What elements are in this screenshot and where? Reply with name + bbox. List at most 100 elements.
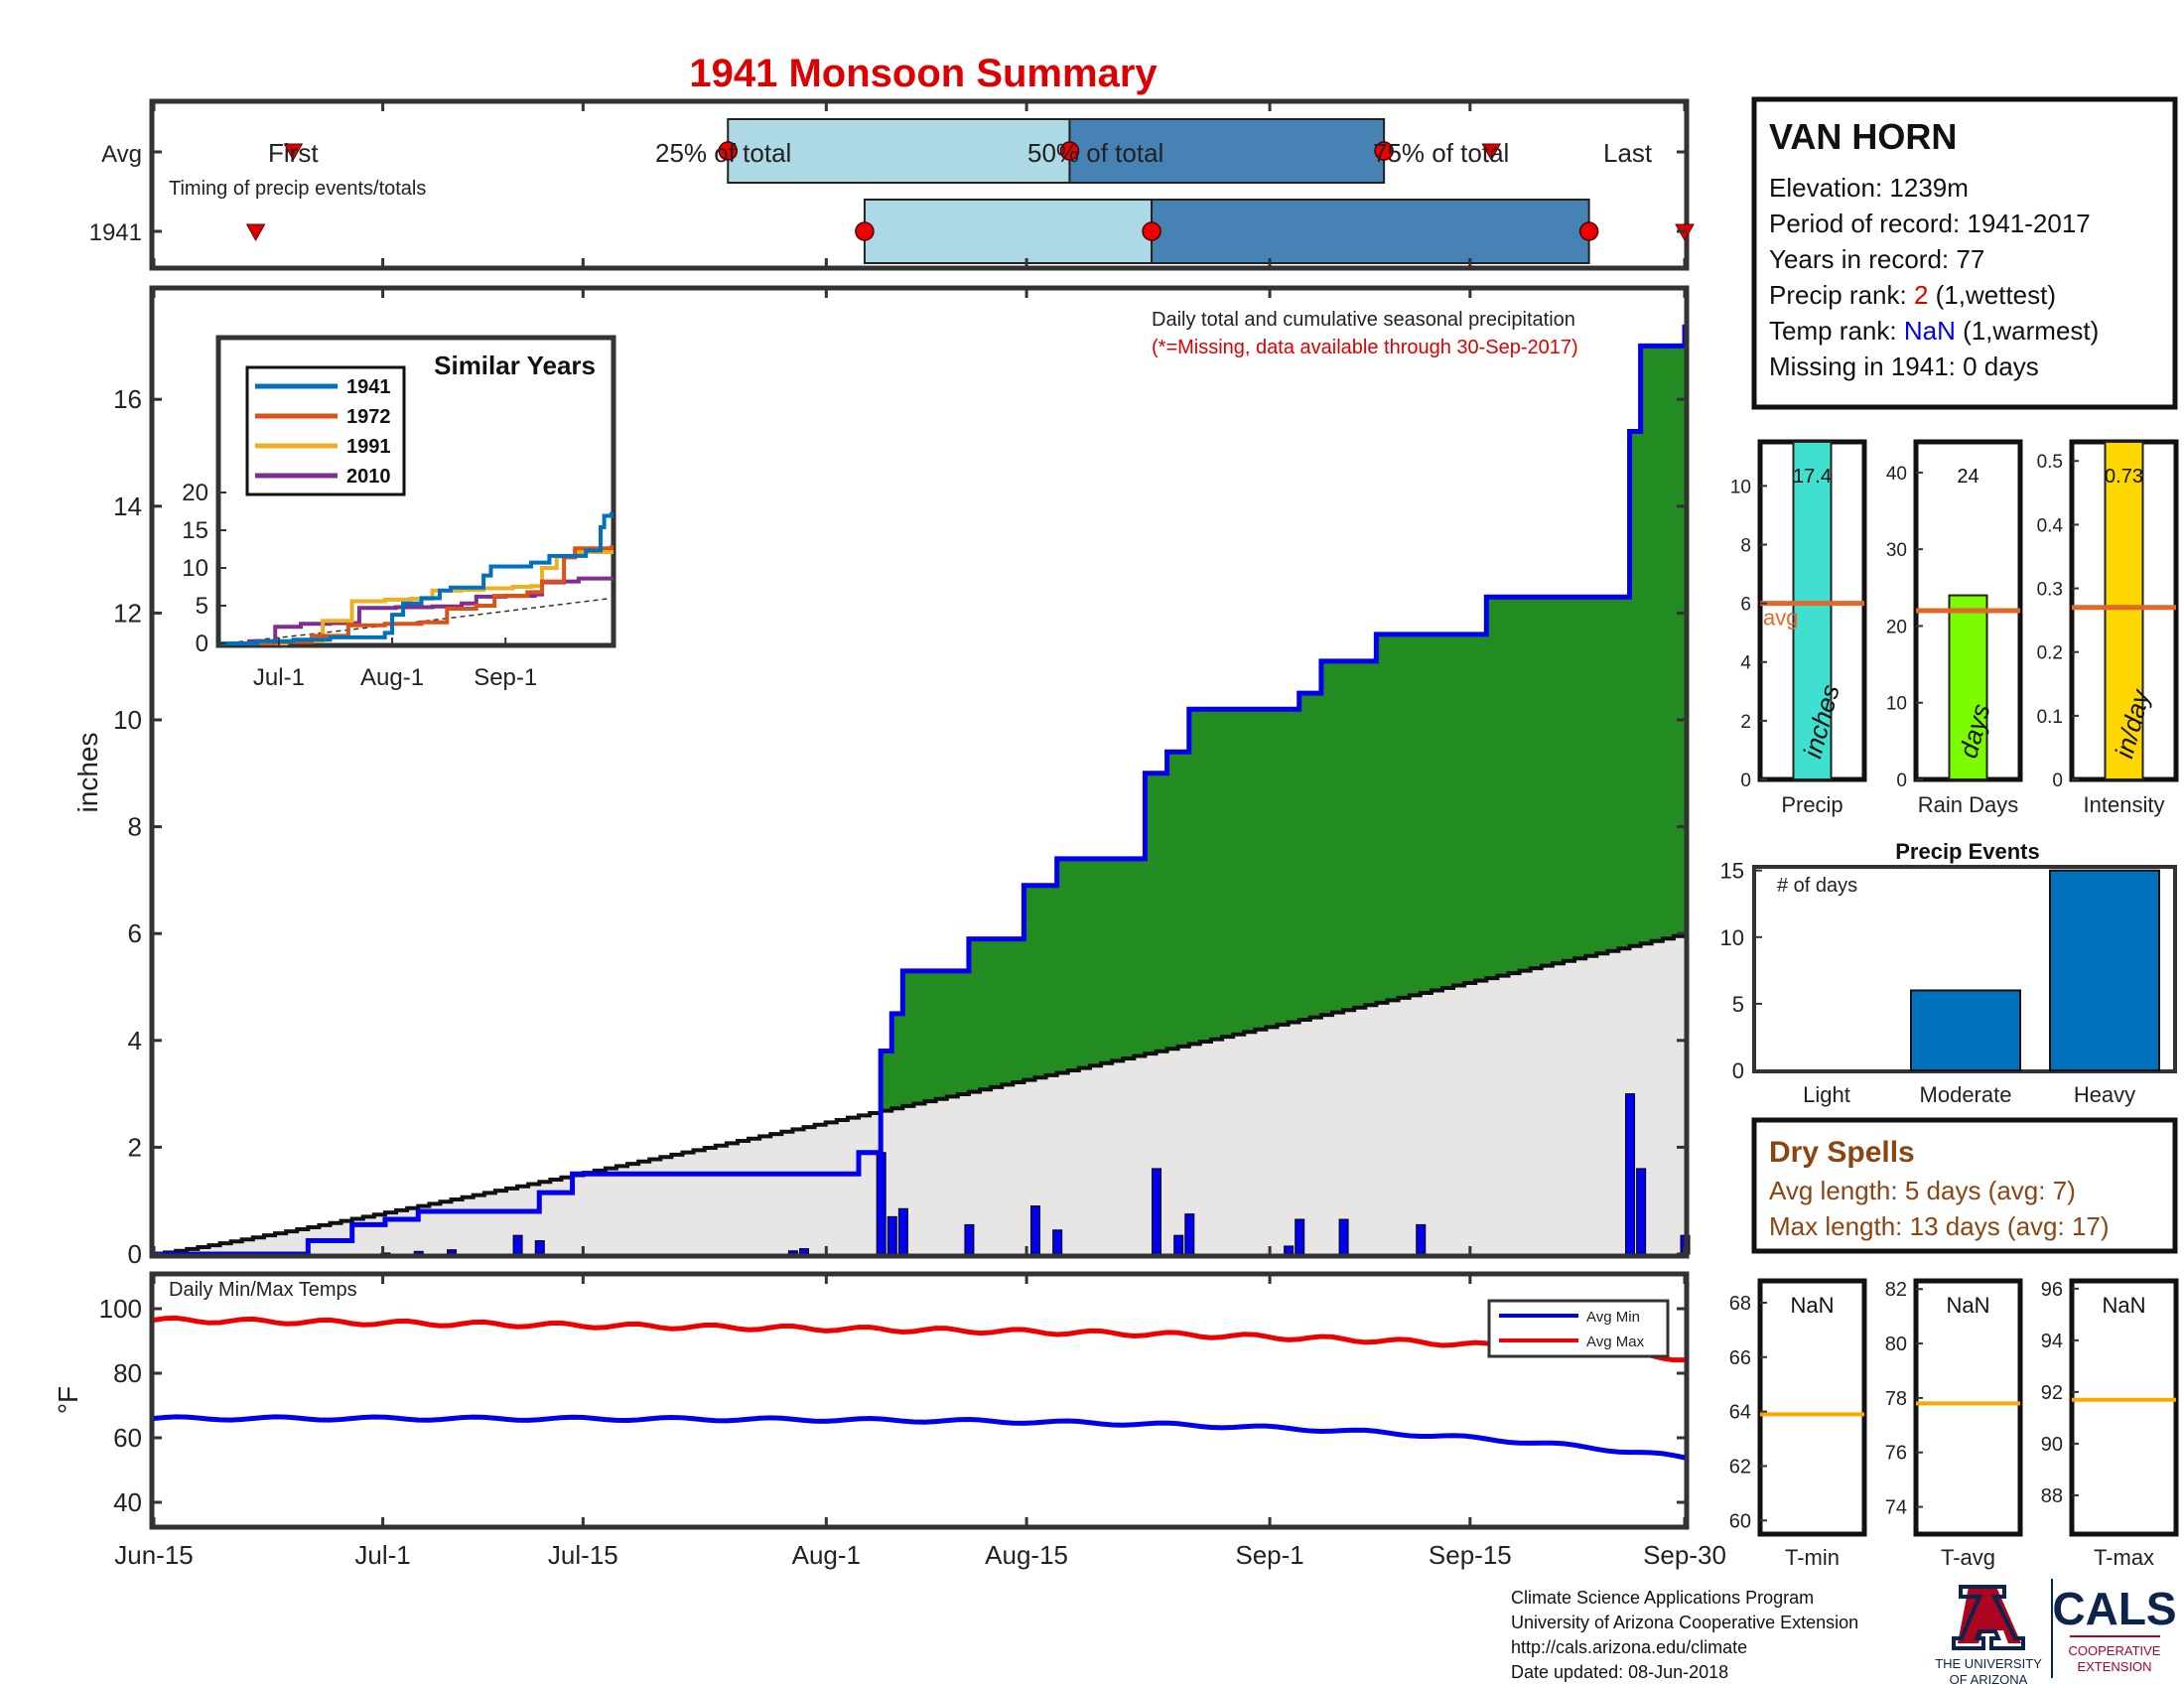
events-bar-moderate — [1910, 989, 2021, 1072]
events-x-label: Moderate — [1920, 1082, 2012, 1107]
precip-y-tick-label: 10 — [1730, 477, 1751, 497]
station-years: Years in record: 77 — [1769, 244, 1984, 274]
daily-precip-bar — [876, 1152, 887, 1255]
precip-y-tick-label: 6 — [1740, 595, 1751, 616]
x-tick-label: Sep-1 — [1235, 1540, 1303, 1570]
station-elevation: Elevation: 1239m — [1769, 173, 1969, 203]
events-title: Precip Events — [1895, 839, 2040, 864]
precip-y-tick-label: 2 — [1740, 712, 1751, 733]
avg-25-50-box — [727, 118, 1071, 184]
precip-y-tick-label: 0 — [1740, 771, 1751, 791]
x-tick-label: Sep-15 — [1429, 1540, 1512, 1570]
temps-y-tick-label: 60 — [113, 1423, 142, 1453]
daily-precip-bar — [1173, 1234, 1184, 1255]
intensity-label: Intensity — [2084, 792, 2165, 817]
ua-logo-line1: THE UNIVERSITY — [1935, 1656, 2042, 1671]
temps-y-tick-label: 80 — [113, 1358, 142, 1388]
year-p75-marker — [1578, 221, 1599, 241]
temps-y-tick-label: 40 — [113, 1487, 142, 1517]
footer-program: Climate Science Applications Program — [1511, 1588, 1814, 1608]
cals-logo-text: CALS — [2052, 1583, 2176, 1634]
events-plot-area: Light Moderate Heavy 0 5 10 15 — [1720, 859, 2160, 1107]
precip-y-tick-label: 8 — [128, 812, 142, 842]
precip-frame — [149, 285, 1690, 1259]
precip-plot-area — [154, 324, 1691, 1257]
events-y-tick-label: 10 — [1720, 925, 1744, 950]
x-tick-label: Aug-15 — [985, 1540, 1068, 1570]
avg-50-75-box — [1068, 118, 1386, 184]
station-period: Period of record: 1941-2017 — [1769, 209, 2091, 238]
raindays-y-tick-label: 10 — [1886, 694, 1907, 715]
inset-y-tick-label: 5 — [196, 593, 208, 620]
precip-y-tick-label: 16 — [113, 384, 142, 414]
avg-min-temp-line — [153, 1414, 1686, 1461]
inset-y-tick-label: 10 — [182, 555, 208, 582]
precip-y-tick-label: 4 — [1740, 653, 1751, 674]
precip-y-tick-label: 6 — [128, 918, 142, 948]
timing-last-label: Last — [1603, 138, 1653, 168]
average-cumulative-area — [154, 933, 1685, 1254]
tmin-value: NaN — [1790, 1293, 1834, 1318]
precip-y-tick-label: 0 — [128, 1239, 142, 1269]
precip-avg-label: avg — [1763, 606, 1798, 631]
tmin-y-tick-label: 60 — [1729, 1510, 1751, 1532]
year-25-50-box — [863, 199, 1154, 264]
footer-url: http://cals.arizona.edu/climate — [1511, 1637, 1747, 1657]
precip-note: Daily total and cumulative seasonal prec… — [1152, 309, 1575, 331]
raindays-label: Rain Days — [1918, 792, 2018, 817]
tmax-y-tick-label: 96 — [2041, 1279, 2063, 1301]
tmax-y-tick-label: 94 — [2041, 1331, 2063, 1352]
year-first-marker — [245, 223, 266, 242]
inset-legend-label: 2010 — [346, 466, 391, 488]
inset-average-line — [219, 598, 609, 644]
year-p50-marker — [1142, 221, 1161, 241]
legend-min-label: Avg Min — [1586, 1309, 1640, 1326]
cals-logo-line2: EXTENSION — [2077, 1659, 2151, 1674]
raindays-value: 24 — [1957, 466, 1979, 488]
raindays-bar — [1948, 594, 1988, 781]
timing-row-avg: Avg — [101, 141, 142, 168]
year-p25-marker — [855, 221, 875, 241]
x-tick-label: Sep-30 — [1643, 1540, 1726, 1570]
x-tick-label: Jul-15 — [548, 1540, 618, 1570]
tmax-y-tick-label: 92 — [2041, 1382, 2063, 1404]
daily-precip-bar — [964, 1223, 975, 1255]
raindays-y-tick-label: 20 — [1886, 617, 1907, 637]
events-x-label: Light — [1803, 1082, 1850, 1107]
cals-logo: CALS COOPERATIVE EXTENSION — [2052, 1583, 2176, 1674]
timing-row-year: 1941 — [89, 219, 142, 246]
temps-y-label: °F — [53, 1386, 83, 1414]
cumulative-1941-line — [154, 324, 1688, 1257]
precip-events-panel: Precip Events Light Moderate Heavy 0 5 10 15 #… — [1720, 839, 2177, 1107]
average-cumulative-line — [154, 933, 1687, 1256]
date-x-ticks: Jun-15 Jul-1 Jul-15 Aug-1 Aug-15 Sep-1 Sep-15 S… — [114, 101, 1726, 1570]
inset-series-1941 — [220, 511, 614, 645]
figure-title: 1941 Monsoon Summary — [689, 52, 1158, 95]
daily-precip-bar — [887, 1215, 897, 1255]
precip-y-tick-label: 12 — [113, 598, 142, 628]
tavg-y-tick-label: 74 — [1885, 1497, 1907, 1519]
surplus-area — [154, 324, 1685, 1254]
footer: Climate Science Applications Program Uni… — [1511, 1579, 2177, 1687]
tavg-y-tick-label: 76 — [1885, 1443, 1907, 1465]
timing-p75-label: 75% of total — [1373, 138, 1509, 168]
daily-precip-bar — [1029, 1205, 1040, 1255]
x-tick-label: Jul-1 — [354, 1540, 410, 1570]
dry-spells-frame — [1751, 1117, 2178, 1254]
inset-legend-label: 1972 — [346, 406, 391, 428]
daily-precip-bar — [512, 1234, 523, 1255]
tmax-y-tick-label: 90 — [2041, 1434, 2063, 1456]
tavg-label: T-avg — [1941, 1545, 1995, 1570]
events-y-label: # of days — [1777, 875, 1857, 897]
station-precip-rank: Precip rank: 2 (1,wettest) — [1769, 280, 2056, 310]
dry-spells-max: Max length: 13 days (avg: 17) — [1769, 1211, 2110, 1241]
tavg-y-tick-label: 82 — [1885, 1279, 1907, 1301]
intensity-y-tick-label: 0.1 — [2037, 707, 2063, 728]
precip-value: 17.4 — [1793, 466, 1832, 488]
tmin-y-tick-label: 64 — [1729, 1402, 1751, 1424]
precip-panel: 0 2 4 6 8 10 12 14 16 inches Daily total and cum… — [72, 285, 1691, 1269]
precip-y-label: inches — [72, 733, 103, 813]
year-50-75-box — [1151, 199, 1590, 264]
